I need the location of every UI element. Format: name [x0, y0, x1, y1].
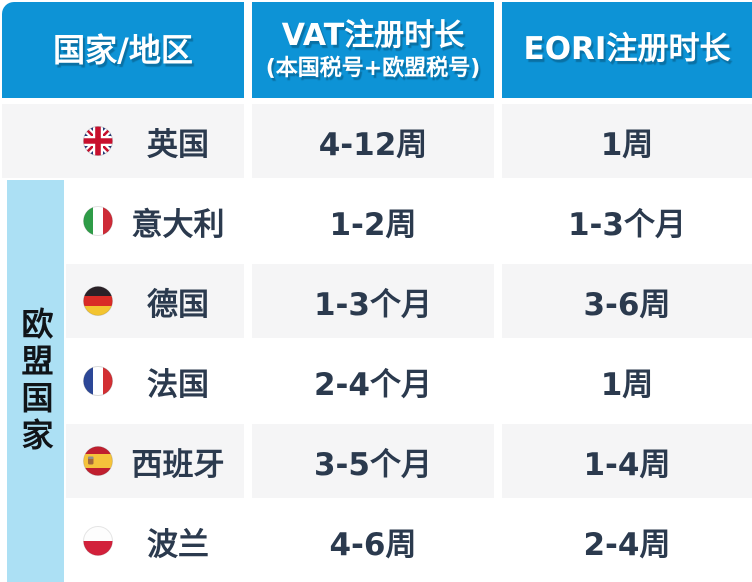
eori-value: 1周	[600, 366, 654, 403]
header-vat-duration-label: VAT注册时长	[281, 18, 465, 54]
poland-flag	[83, 526, 113, 556]
table-row: 意大利 1-2周 1-3个月	[0, 184, 752, 258]
table-row: 西班牙 3-5个月 1-4周	[0, 424, 752, 498]
eori-value: 2-4周	[583, 526, 671, 563]
country-cell: 波兰	[66, 504, 244, 578]
table-row: 英国 4-12周 1周	[0, 104, 752, 178]
table-row: 波兰 4-6周 2-4周	[0, 504, 752, 578]
header-country-region-label: 国家/地区	[53, 30, 193, 69]
eori-value: 1-3个月	[567, 206, 686, 243]
country-name: 西班牙	[131, 446, 225, 483]
table-row: 法国 2-4个月 1周	[0, 344, 752, 418]
country-cell: 西班牙	[66, 424, 244, 498]
eori-value: 1-4周	[502, 424, 752, 498]
vat-value: 1-3个月	[252, 264, 494, 338]
spain-flag	[83, 446, 113, 476]
country-name: 法国	[147, 366, 209, 403]
eu-group-band: 欧盟国家	[7, 180, 64, 582]
vat-value: 2-4个月	[313, 366, 432, 403]
header-eori-duration-label: EORI注册时长	[523, 31, 731, 68]
eori-value: 3-6周	[502, 264, 752, 338]
vat-value: 4-12周	[252, 104, 494, 178]
vat-value: 4-6周	[329, 526, 417, 563]
vat-value: 1-2周	[329, 206, 417, 243]
table-row: 德国 1-3个月 3-6周	[0, 264, 752, 338]
header-country-region: 国家/地区	[2, 2, 244, 98]
country-name: 英国	[147, 126, 209, 163]
vat-value: 3-5个月	[252, 424, 494, 498]
country-cell: 英国	[2, 104, 244, 178]
header-vat-duration: VAT注册时长 (本国税号+欧盟税号)	[252, 2, 494, 98]
germany-flag	[83, 286, 113, 316]
uk-flag	[83, 126, 113, 156]
country-cell: 法国	[66, 344, 244, 418]
header-vat-duration-subtitle: (本国税号+欧盟税号)	[265, 55, 481, 81]
country-name: 德国	[147, 286, 209, 323]
eori-value: 1周	[502, 104, 752, 178]
france-flag	[83, 366, 113, 396]
country-cell: 德国	[66, 264, 244, 338]
eu-group-label: 欧盟国家	[16, 307, 55, 455]
country-cell: 意大利	[66, 184, 244, 258]
header-eori-duration: EORI注册时长	[502, 2, 752, 98]
italy-flag	[83, 206, 113, 236]
country-name: 波兰	[147, 526, 209, 563]
country-name: 意大利	[131, 206, 225, 243]
